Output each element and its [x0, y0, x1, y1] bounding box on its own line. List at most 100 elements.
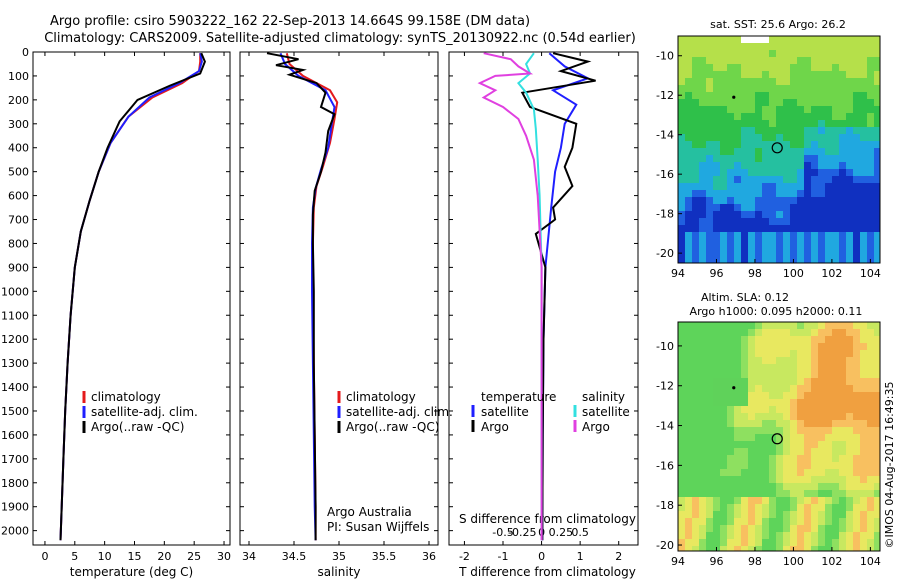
map-cell [706, 78, 714, 86]
map-cell [755, 490, 763, 498]
map-cell [727, 504, 735, 512]
map-cell [804, 357, 812, 365]
map-cell [818, 532, 826, 540]
map-cell [678, 413, 686, 421]
map-cell [832, 462, 840, 470]
map-cell [867, 162, 875, 170]
map-cell [706, 539, 714, 547]
map-cell [748, 57, 756, 65]
map-cell [720, 399, 728, 407]
map-cell [678, 246, 686, 254]
map-cell [867, 420, 875, 428]
map-cell [727, 64, 735, 72]
map-cell [692, 511, 700, 519]
map-cell [692, 518, 700, 526]
map-cell [678, 232, 686, 240]
map-cell [853, 64, 861, 72]
map-cell [804, 64, 812, 72]
map-cell [846, 364, 854, 372]
map-cell [860, 78, 868, 86]
map-cell [867, 462, 875, 470]
map-cell [825, 539, 833, 547]
map-cell [699, 406, 707, 414]
map-cell [685, 483, 693, 491]
map-cell [825, 211, 833, 219]
map-cell [839, 483, 847, 491]
map-cell [762, 413, 770, 421]
map-cell [692, 176, 700, 184]
map-cell [678, 343, 686, 351]
map-cell [685, 378, 693, 386]
map-cell [811, 36, 819, 44]
map-cell [734, 497, 742, 505]
y-tick-label: 300 [8, 118, 29, 131]
map-cell [713, 490, 721, 498]
map-cell [720, 169, 728, 177]
y-tick-label: 0 [22, 46, 29, 59]
map-cell [748, 113, 756, 121]
map-cell [825, 120, 833, 128]
map-cell [867, 532, 875, 540]
map-cell [699, 497, 707, 505]
map-cell [741, 525, 749, 533]
map-cell [776, 518, 784, 526]
map-cell [678, 218, 686, 226]
map-cell [720, 385, 728, 393]
map-cell [755, 43, 763, 51]
map-cell [685, 322, 693, 330]
map-cell [867, 239, 875, 247]
map-cell [804, 511, 812, 519]
map-cell [755, 518, 763, 526]
map-cell [839, 406, 847, 414]
map-cell [685, 246, 693, 254]
map-cell [818, 71, 826, 79]
map-cell [727, 204, 735, 212]
map-cell [755, 211, 763, 219]
map-cell [867, 71, 875, 79]
map-cell [832, 246, 840, 254]
map-cell [685, 385, 693, 393]
map-cell [678, 532, 686, 540]
map-cell [741, 232, 749, 240]
map-cell [874, 490, 880, 498]
map-cell [727, 134, 735, 142]
map-cell [790, 141, 798, 149]
map-cell [783, 322, 791, 330]
map-cell [734, 183, 742, 191]
map-cell [727, 350, 735, 358]
map-cell [804, 364, 812, 372]
map-cell [699, 490, 707, 498]
map-cell [783, 50, 791, 58]
map-cell [727, 197, 735, 205]
map-cell [804, 518, 812, 526]
map-cell [860, 176, 868, 184]
map-cell [713, 78, 721, 86]
map-cell [755, 64, 763, 72]
map-cell [678, 476, 686, 484]
map-cell [874, 329, 880, 337]
map-cell [804, 106, 812, 114]
map-cell [853, 141, 861, 149]
map-cell [776, 350, 784, 358]
map-cell [818, 183, 826, 191]
map-cell [783, 462, 791, 470]
map-cell [811, 64, 819, 72]
map-cell [678, 113, 686, 121]
map-cell [762, 239, 770, 247]
map-cell [867, 357, 875, 365]
map-cell [790, 350, 798, 358]
map-cell [734, 120, 742, 128]
map-cell [748, 127, 756, 135]
map-cell [748, 85, 756, 93]
map-cell [860, 99, 868, 107]
map-cell [839, 141, 847, 149]
map-cell [853, 483, 861, 491]
map-cell [867, 406, 875, 414]
map-cell [776, 127, 784, 135]
map-cell [741, 176, 749, 184]
map-cell [783, 197, 791, 205]
map-cell [839, 441, 847, 449]
map-cell [860, 511, 868, 519]
map-cell [839, 50, 847, 58]
map-cell [846, 385, 854, 393]
